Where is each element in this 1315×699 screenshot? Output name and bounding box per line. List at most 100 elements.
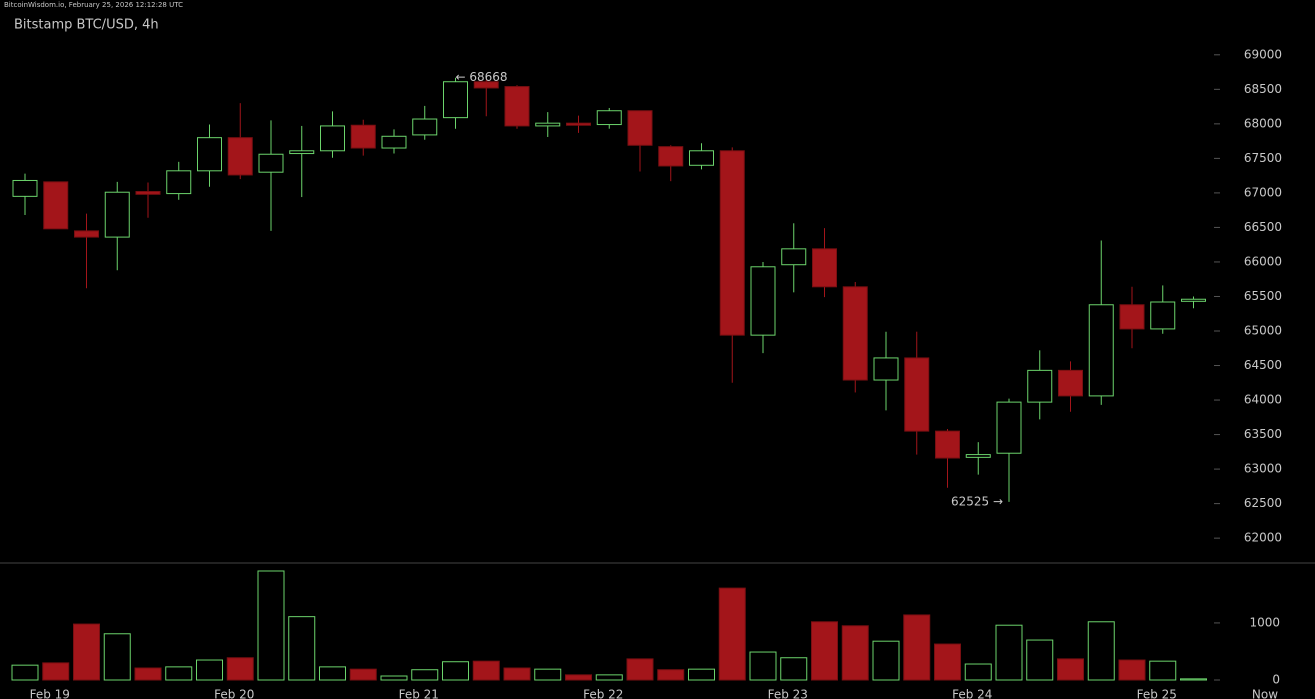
- candle-body: [658, 146, 684, 167]
- y-tick-label: 67000: [1244, 185, 1282, 199]
- candle-body: [104, 191, 130, 238]
- volume-bar: [1180, 678, 1207, 681]
- candle-body: [566, 122, 591, 126]
- volume-bar: [42, 662, 70, 681]
- volume-bar: [841, 625, 869, 681]
- y-tick-label: 64500: [1244, 358, 1282, 372]
- volume-bar: [749, 651, 777, 681]
- candle-body: [443, 81, 468, 119]
- volume-bar: [964, 663, 992, 681]
- volume-bar: [1057, 658, 1084, 681]
- annotation: 62525 →: [951, 494, 1003, 508]
- volume-bar: [411, 669, 439, 681]
- candle-body: [74, 230, 99, 238]
- candle-body: [781, 248, 807, 266]
- y-tick-label: 65500: [1244, 289, 1282, 303]
- volume-bar: [1026, 639, 1054, 681]
- annotation: ← 68668: [456, 70, 508, 84]
- volume-bar: [288, 616, 316, 681]
- candle-body: [1027, 369, 1053, 403]
- candle-body: [1058, 369, 1083, 397]
- candle-body: [473, 81, 499, 89]
- volume-bar: [718, 587, 746, 681]
- candle-body: [1150, 301, 1176, 330]
- y-tick-label: 66000: [1244, 254, 1282, 268]
- x-tick-label: Feb 25: [1137, 688, 1177, 699]
- y-tick-label: 68500: [1244, 82, 1282, 96]
- volume-bar: [534, 668, 562, 681]
- candle-body: [320, 125, 345, 152]
- y-tick-label: 62000: [1244, 531, 1282, 545]
- candle-body: [197, 137, 222, 172]
- volume-tick-label: 0: [1272, 673, 1280, 687]
- volume-bar: [595, 674, 623, 681]
- volume-bar: [11, 664, 39, 681]
- candle-body: [935, 430, 960, 459]
- candle-body: [227, 137, 253, 176]
- candle-body: [965, 454, 991, 458]
- volume-bar: [319, 666, 346, 681]
- candle-body: [719, 150, 745, 336]
- candle-body: [750, 266, 776, 336]
- volume-bar: [442, 661, 469, 681]
- volume-bar: [1118, 659, 1146, 681]
- candle-body: [904, 357, 930, 432]
- volume-bar: [688, 668, 715, 681]
- y-tick-label: 62500: [1244, 496, 1282, 510]
- volume-bar: [565, 674, 592, 681]
- chart-title: Bitstamp BTC/USD, 4h: [14, 18, 159, 33]
- candle-body: [412, 118, 438, 136]
- candle-body: [689, 150, 714, 166]
- volume-bar: [780, 657, 808, 681]
- volume-bar: [995, 624, 1023, 681]
- volume-bar: [1087, 621, 1115, 681]
- volume-bar: [196, 659, 223, 681]
- y-tick-label: 69000: [1244, 47, 1282, 61]
- candle-body: [1181, 298, 1206, 302]
- volume-bar: [657, 669, 685, 681]
- candle-body: [381, 135, 407, 149]
- volume-bar: [257, 570, 285, 681]
- volume-bar: [903, 614, 931, 681]
- header: BitcoinWisdom.io, February 25, 2026 12:1…: [4, 1, 183, 9]
- candle-body: [166, 170, 192, 195]
- volume-bar: [626, 658, 654, 681]
- y-tick-label: 63500: [1244, 427, 1282, 441]
- volume-bar: [73, 623, 100, 681]
- volume-bar: [472, 660, 500, 681]
- x-tick-label: Feb 22: [583, 688, 623, 699]
- volume-bar: [934, 643, 961, 681]
- candle-body: [43, 181, 69, 230]
- y-tick-label: 67500: [1244, 151, 1282, 165]
- volume-bar: [349, 668, 377, 681]
- candle-body: [535, 122, 561, 127]
- candle-body: [12, 179, 38, 197]
- volume-bar: [872, 640, 900, 681]
- candle-body: [350, 124, 376, 149]
- candle-body: [627, 110, 653, 146]
- y-tick-label: 64000: [1244, 393, 1282, 407]
- volume-bar: [380, 675, 408, 681]
- candle-body: [135, 191, 161, 195]
- y-tick-label: 66500: [1244, 220, 1282, 234]
- candle-body: [596, 110, 622, 126]
- volume-bar: [134, 667, 162, 681]
- x-tick-label: Feb 21: [399, 688, 439, 699]
- volume-bar: [811, 621, 838, 681]
- candle-body: [258, 153, 284, 173]
- volume-bar: [226, 657, 254, 681]
- candle-body: [504, 86, 530, 127]
- x-tick-label: Feb 19: [30, 688, 70, 699]
- candle-body: [1119, 304, 1145, 330]
- volume-bar: [503, 667, 531, 681]
- candle-body: [1088, 304, 1114, 397]
- candle-body: [873, 357, 899, 381]
- candle-body: [812, 248, 837, 288]
- x-tick-label: Feb 20: [214, 688, 254, 699]
- candle-body: [289, 150, 315, 155]
- candle-body: [842, 286, 868, 381]
- y-tick-label: 68000: [1244, 116, 1282, 130]
